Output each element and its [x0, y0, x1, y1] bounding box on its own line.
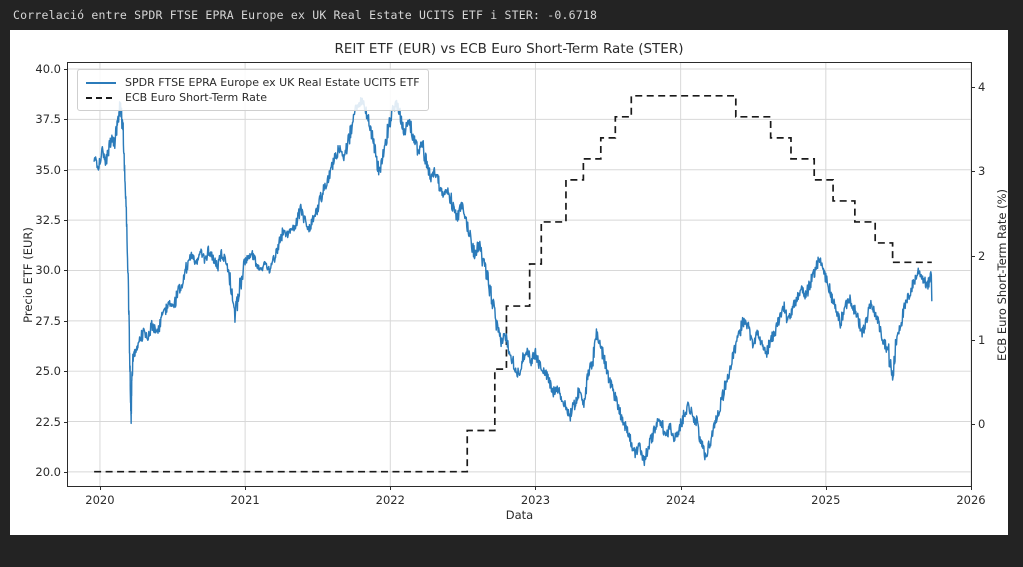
legend-swatch-solid-line	[85, 77, 117, 89]
y-axis-left-label-text: Precio ETF (EUR)	[21, 226, 36, 323]
legend-label-ster: ECB Euro Short-Term Rate	[125, 91, 267, 104]
x-tick-mark	[390, 486, 392, 490]
ster-rate-line	[94, 94, 932, 473]
y-tick-label-left: 20.0	[35, 464, 61, 479]
y-tick-mark-right	[971, 423, 975, 425]
y-tick-mark-left	[64, 119, 68, 121]
x-tick-mark	[245, 486, 247, 490]
y-tick-mark-right	[971, 255, 975, 257]
y-tick-label-left: 32.5	[35, 213, 61, 228]
x-tick-mark	[535, 486, 537, 490]
y-tick-label-left: 30.0	[35, 263, 61, 278]
y-tick-label-left: 37.5	[35, 112, 61, 127]
y-tick-label-left: 25.0	[35, 364, 61, 379]
x-axis-label: Data	[505, 508, 534, 522]
x-tick-label: 2025	[811, 493, 841, 507]
y-tick-mark-left	[64, 270, 68, 272]
x-tick-mark	[971, 486, 972, 490]
y-tick-label-left: 35.0	[35, 162, 61, 177]
plot-canvas	[68, 63, 971, 486]
legend-item-etf: SPDR FTSE EPRA Europe ex UK Real Estate …	[85, 75, 420, 90]
y-tick-label-left: 40.0	[35, 62, 61, 77]
y-tick-mark-left	[64, 471, 68, 473]
x-tick-label: 2026	[956, 493, 986, 507]
y-tick-mark-right	[971, 87, 975, 89]
y-tick-label-right: 0	[978, 416, 986, 431]
x-tick-mark	[825, 486, 827, 490]
y-tick-label-right: 4	[978, 80, 986, 95]
x-tick-label: 2022	[375, 493, 405, 507]
y-tick-label-left: 22.5	[35, 414, 61, 429]
legend-swatch-dashed-line	[85, 92, 117, 104]
x-tick-mark	[99, 486, 101, 490]
etf-price-line	[93, 96, 933, 467]
legend-item-ster: ECB Euro Short-Term Rate	[85, 90, 420, 105]
chart-legend: SPDR FTSE EPRA Europe ex UK Real Estate …	[77, 69, 429, 111]
y-tick-mark-left	[64, 320, 68, 322]
x-tick-label: 2020	[85, 493, 115, 507]
x-tick-mark	[680, 486, 682, 490]
x-tick-label: 2023	[520, 493, 551, 507]
y-tick-mark-left	[64, 421, 68, 423]
y-tick-mark-left	[64, 169, 68, 171]
legend-label-etf: SPDR FTSE EPRA Europe ex UK Real Estate …	[125, 76, 420, 89]
y-tick-label-right: 3	[978, 164, 986, 179]
y-axis-left-label: Precio ETF (EUR)	[20, 62, 36, 487]
x-tick-label: 2024	[666, 493, 696, 507]
y-tick-label-right: 1	[978, 332, 986, 347]
plot-area: 20.0 22.5 25.0 27.5 30.0 32.5 35.0 37.5 40.0 0 1 2…	[35, 62, 986, 507]
x-tick-label: 2021	[230, 493, 260, 507]
matplotlib-figure: REIT ETF (EUR) vs ECB Euro Short-Term Ra…	[10, 30, 1010, 535]
window-title-text: Correlació entre SPDR FTSE EPRA Europe e…	[13, 8, 598, 22]
y-axis-right-label-text: ECB Euro Short-Term Rate (%)	[995, 188, 1010, 361]
window-title-bar: Correlació entre SPDR FTSE EPRA Europe e…	[0, 0, 1023, 30]
y-tick-label-left: 27.5	[35, 313, 61, 328]
y-tick-mark-left	[64, 220, 68, 222]
y-tick-label-right: 2	[978, 248, 986, 263]
y-tick-mark-right	[971, 171, 975, 173]
chart-title: REIT ETF (EUR) vs ECB Euro Short-Term Ra…	[334, 41, 684, 57]
y-tick-mark-left	[64, 69, 68, 71]
y-tick-mark-left	[64, 371, 68, 373]
y-axis-right-label: ECB Euro Short-Term Rate (%)	[994, 62, 1010, 487]
grid-lines	[68, 63, 971, 486]
y-tick-mark-right	[971, 339, 975, 341]
